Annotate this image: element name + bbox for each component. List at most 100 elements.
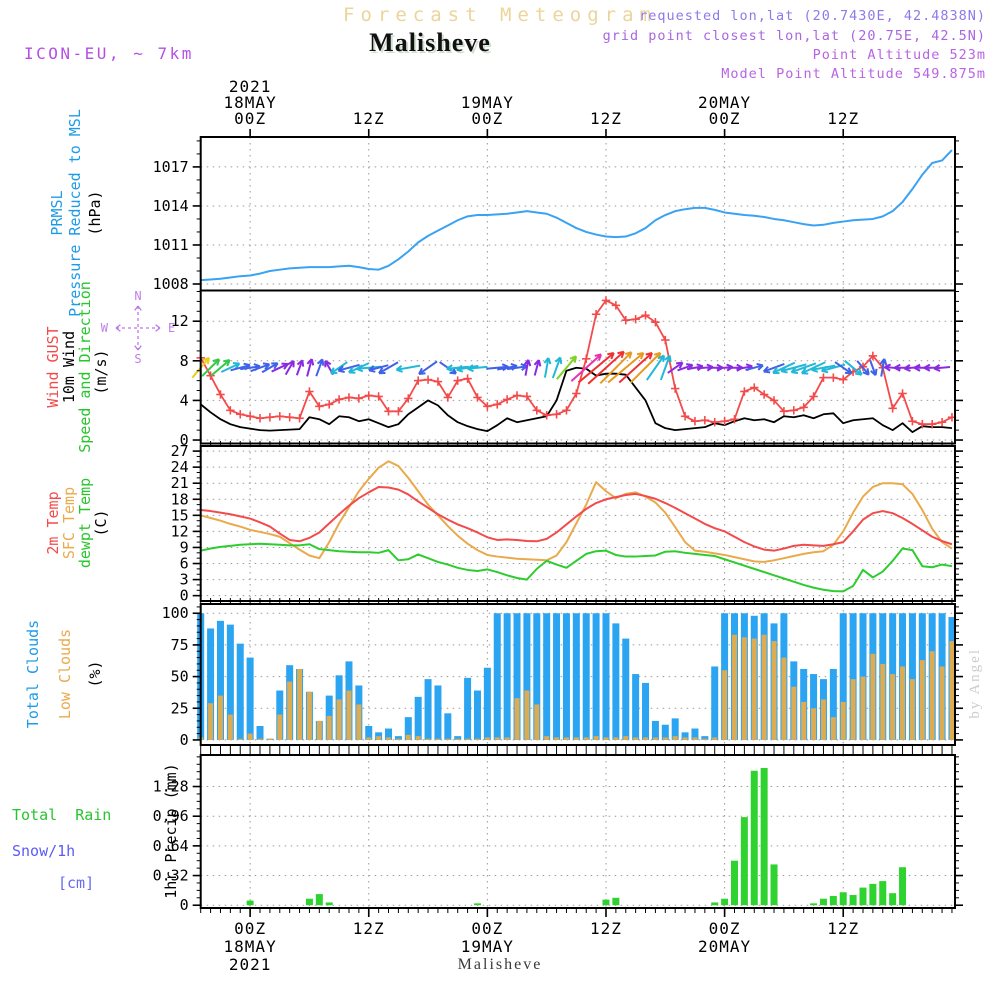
total-cloud-bar — [503, 613, 511, 740]
wind-arrow — [533, 359, 540, 376]
compass-arrow-head — [115, 327, 121, 332]
wind-arrow-head — [395, 365, 403, 371]
y-tick-label: 24 — [171, 458, 189, 476]
precip-bar — [869, 883, 877, 906]
low-cloud-bar — [326, 715, 332, 740]
low-cloud-bar — [504, 737, 510, 740]
total-cloud-bar — [483, 667, 491, 740]
wind-arrow-head — [418, 367, 423, 375]
low-cloud-bar — [840, 701, 846, 740]
wind-arrow — [543, 357, 550, 378]
low-cloud-bar — [534, 704, 540, 740]
compass-arrow-head — [134, 305, 139, 311]
low-cloud-bar — [633, 737, 639, 740]
low-cloud-bar — [830, 717, 836, 740]
y-tick-label: 3 — [180, 571, 189, 589]
low-cloud-bar — [445, 738, 451, 740]
precip-bar — [246, 900, 254, 906]
low-cloud-bar — [247, 733, 253, 740]
total-cloud-bar — [533, 613, 541, 740]
wind-arrow — [551, 357, 562, 379]
wind-arrow-head — [573, 356, 578, 363]
dewpt-temp-label: dewpt Temp — [76, 478, 94, 568]
low-cloud-bar — [741, 637, 747, 740]
compass-arrow-head — [155, 324, 161, 329]
precip-bar — [829, 895, 837, 906]
low-cloud-bar — [672, 736, 678, 740]
wind-arrow — [497, 365, 518, 371]
wind-arrow-head — [821, 365, 828, 372]
low-cloud-bar — [465, 738, 471, 740]
precip-bar — [602, 899, 610, 906]
total-cloud-bar — [701, 736, 709, 740]
wind-arrow — [745, 364, 764, 372]
precip-bar — [612, 897, 620, 906]
low-cloud-bar — [356, 704, 362, 740]
temp-2m-label: 2m Temp — [44, 491, 62, 554]
low-cloud-bar — [692, 737, 698, 740]
time-label-top: 12Z — [827, 109, 859, 128]
low-cloud-bar — [435, 738, 441, 740]
low-cloud-bar — [544, 736, 550, 740]
celsius-unit-label: (C) — [92, 509, 110, 536]
low-cloud-bar — [613, 737, 619, 740]
total-cloud-bar — [424, 679, 432, 740]
precip-bar — [879, 881, 887, 906]
total-cloud-bar — [691, 728, 699, 740]
low-cloud-bar — [386, 737, 392, 740]
low-cloud-bar — [484, 737, 490, 740]
snow-label: Snow/1h — [12, 842, 75, 860]
time-label-top: 12Z — [590, 109, 622, 128]
y-tick-label: 21 — [171, 474, 189, 492]
wind-arrow — [834, 361, 852, 375]
time-label-top: 12Z — [353, 109, 385, 128]
low-cloud-bar — [277, 714, 283, 740]
low-clouds-label: Low Clouds — [56, 629, 74, 719]
time-label-top: 20MAY — [698, 93, 751, 112]
low-cloud-bar — [514, 698, 520, 740]
wind-arrow-head — [923, 363, 931, 369]
wind-arrow — [330, 361, 348, 375]
low-cloud-bar — [870, 653, 876, 740]
precip-bar — [859, 887, 867, 906]
wind-10m-label: 10m Wind — [60, 331, 78, 403]
compass-arrow-head — [115, 324, 121, 329]
y-tick-label: 4 — [180, 391, 189, 409]
y-tick-label: 1.28 — [153, 778, 189, 796]
precip-bar — [721, 898, 729, 906]
wind-arrow — [856, 360, 870, 376]
page-title: Forecast Meteogram — [343, 4, 657, 26]
y-tick-label: 0 — [180, 731, 189, 749]
wind-arrow-head — [378, 367, 384, 374]
low-cloud-bar — [623, 736, 629, 740]
precip-bar — [899, 867, 907, 906]
low-cloud-bar — [376, 736, 382, 740]
total-cloud-bar — [592, 613, 600, 740]
total-clouds-label: Total Clouds — [24, 620, 42, 728]
precip-bar — [839, 892, 847, 906]
wind-arrow-head — [762, 365, 769, 373]
y-tick-label: 0.32 — [153, 867, 189, 885]
total-cloud-bar — [908, 613, 916, 740]
low-cloud-bar — [781, 657, 787, 740]
wind-arrow-head — [790, 366, 797, 373]
time-label-bottom: 18MAY — [224, 937, 277, 956]
total-cloud-bar — [513, 613, 521, 740]
wind-arrow — [587, 350, 625, 385]
pressure-reduced-label: Pressure Reduced to MSL — [66, 109, 84, 317]
wind-arrow-head — [537, 359, 542, 367]
wind-arrow — [686, 365, 704, 371]
total-cloud-bar — [572, 613, 580, 740]
wind-arrow — [736, 365, 753, 371]
total-cloud-bar — [246, 657, 254, 740]
time-label-top: 19MAY — [461, 93, 514, 112]
low-cloud-bar — [751, 638, 757, 740]
low-cloud-bar — [949, 641, 955, 740]
y-tick-label: 1014 — [153, 197, 189, 215]
total-cloud-bar — [562, 613, 570, 740]
wind-arrow-head — [264, 363, 271, 370]
low-cloud-bar — [336, 699, 342, 740]
precip-bar — [740, 817, 748, 906]
time-label-top: 00Z — [709, 109, 741, 128]
low-cloud-bar — [860, 676, 866, 740]
